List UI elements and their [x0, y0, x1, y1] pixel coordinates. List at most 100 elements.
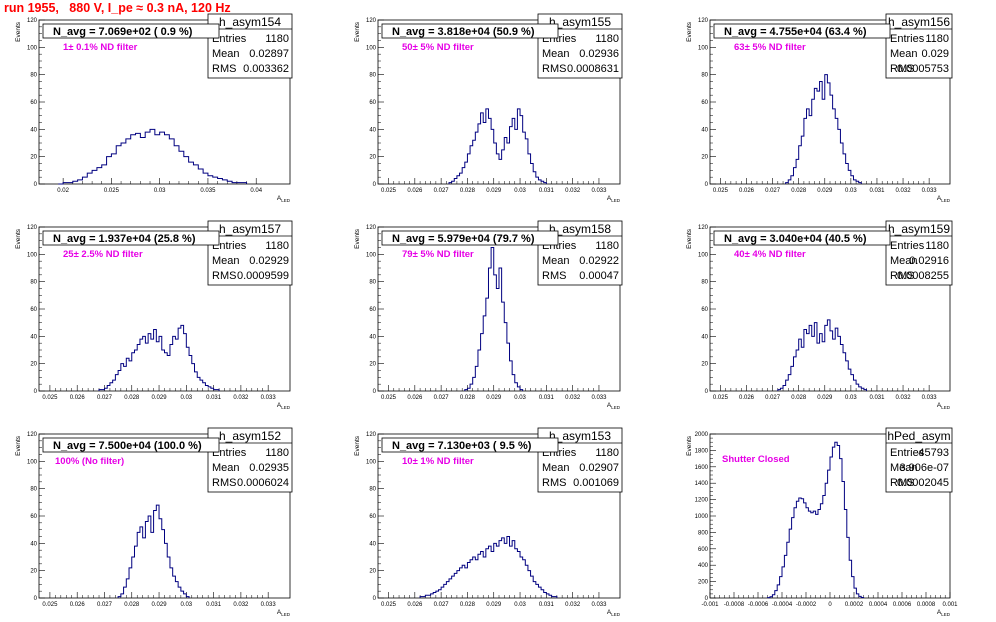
x-tick-label: 0.027 — [97, 395, 113, 401]
navg-annotation: N_avg = 4.755e+04 (63.4 %) — [724, 26, 867, 38]
x-tick-label: 0.026 — [739, 188, 755, 194]
y-tick-label: 200 — [698, 580, 709, 586]
stats-value-rms: 0.0008255 — [897, 270, 949, 282]
stats-hist-name: h_asym159 — [888, 222, 950, 236]
y-tick-label: 40 — [30, 127, 37, 133]
x-tick-label: -0.0006 — [748, 602, 769, 608]
filter-label: 63± 5% ND filter — [734, 42, 806, 53]
y-tick-label: 0 — [373, 389, 377, 395]
stats-label-mean: Mean — [890, 48, 918, 60]
y-tick-label: 60 — [701, 307, 708, 313]
y-tick-label: 1400 — [695, 481, 709, 487]
navg-box — [381, 230, 559, 246]
stats-value-entries: 1180 — [265, 447, 289, 459]
stats-label-entries: Entries — [212, 33, 247, 45]
x-tick-label: 0.028 — [791, 188, 807, 194]
y-tick-label: 40 — [369, 334, 376, 340]
stats-value-entries: 1180 — [265, 33, 289, 45]
y-tick-label: 1800 — [695, 448, 709, 454]
stats-value-entries: 1180 — [595, 33, 619, 45]
y-axis-label: Events — [686, 21, 693, 42]
y-tick-label: 80 — [369, 73, 376, 79]
stats-value-entries: 1180 — [925, 33, 949, 45]
x-tick-label: 0.001 — [942, 602, 958, 608]
stats-label-rms: RMS — [542, 270, 566, 282]
y-tick-label: 60 — [701, 100, 708, 106]
y-tick-label: 1200 — [695, 498, 709, 504]
x-tick-label: 0.028 — [791, 395, 807, 401]
y-tick-label: 40 — [30, 334, 37, 340]
filter-label: 40± 4% ND filter — [734, 249, 806, 260]
x-tick-label: 0.026 — [739, 395, 755, 401]
x-tick-label: 0.025 — [713, 395, 729, 401]
stats-label-rms: RMS — [890, 477, 914, 489]
panel-h_asym158: 0 20 40 60 80 100 120 0.025 0.026 0.027 0.028 0.029… — [354, 220, 623, 410]
y-tick-label: 0 — [373, 182, 377, 188]
stats-label-rms: RMS — [890, 63, 914, 75]
x-tick-label: 0.025 — [381, 395, 397, 401]
y-tick-label: 60 — [30, 100, 37, 106]
x-tick-label: 0.026 — [70, 395, 86, 401]
x-tick-label: 0.0008 — [917, 602, 936, 608]
x-tick-label: 0.027 — [434, 395, 450, 401]
stats-label-mean: Mean — [890, 462, 918, 474]
navg-annotation: N_avg = 1.937e+04 (25.8 %) — [53, 233, 196, 245]
y-tick-label: 20 — [30, 362, 37, 368]
stats-hist-name: h_asym154 — [219, 15, 281, 29]
stats-label-mean: Mean — [212, 255, 240, 267]
x-tick-label: 0.032 — [896, 395, 912, 401]
y-tick-label: 120 — [698, 225, 709, 231]
y-tick-label: 100 — [366, 459, 377, 465]
x-tick-label: 0.028 — [460, 188, 476, 194]
x-tick-label: -0.0002 — [796, 602, 817, 608]
stats-label-mean: Mean — [890, 255, 918, 267]
y-tick-label: 120 — [366, 225, 377, 231]
y-tick-label: 120 — [27, 225, 38, 231]
stats-value-mean: 0.02922 — [579, 255, 619, 267]
y-tick-label: 0 — [705, 596, 709, 602]
x-tick-label: 0.032 — [233, 602, 249, 608]
y-tick-label: 400 — [698, 563, 709, 569]
x-tick-label: 0.026 — [70, 602, 86, 608]
navg-annotation: N_avg = 5.979e+04 (79.7 %) — [392, 233, 535, 245]
filter-label: 50± 5% ND filter — [402, 42, 474, 53]
y-tick-label: 60 — [369, 100, 376, 106]
stats-label-mean: Mean — [212, 462, 240, 474]
y-tick-label: 0 — [705, 389, 709, 395]
y-tick-label: 120 — [366, 432, 377, 438]
x-tick-label: 0.03 — [845, 188, 857, 194]
filter-label: 10± 1% ND filter — [402, 456, 474, 467]
y-tick-label: 1000 — [695, 514, 709, 520]
x-tick-label: 0.033 — [922, 395, 938, 401]
y-tick-label: 40 — [369, 541, 376, 547]
x-tick-label: 0.03 — [514, 602, 526, 608]
histogram-line — [767, 441, 865, 599]
stats-value-rms: 0.0005753 — [897, 63, 949, 75]
x-tick-label: 0.027 — [434, 602, 450, 608]
y-tick-label: 800 — [698, 530, 709, 536]
x-tick-label: 0.0002 — [845, 602, 864, 608]
x-tick-label: 0.027 — [765, 395, 781, 401]
y-axis-label: Events — [686, 228, 693, 249]
y-tick-label: 40 — [701, 127, 708, 133]
x-tick-label: 0.02 — [57, 188, 69, 194]
x-tick-label: 0.029 — [817, 188, 833, 194]
y-tick-label: 0 — [34, 389, 38, 395]
stats-label-entries: Entries — [890, 447, 925, 459]
x-tick-label: 0.04 — [250, 188, 262, 194]
x-tick-label: 0.029 — [486, 395, 502, 401]
y-tick-label: 100 — [27, 252, 38, 258]
panel-h_asym153: 0 20 40 60 80 100 120 0.025 0.026 0.027 0.028 0.029… — [354, 427, 623, 617]
y-tick-label: 20 — [30, 569, 37, 575]
stats-value-mean: 0.02935 — [249, 462, 289, 474]
y-tick-label: 60 — [369, 307, 376, 313]
histogram-line — [58, 128, 248, 185]
x-axis-label: ALED — [277, 402, 291, 410]
stats-label-rms: RMS — [890, 270, 914, 282]
y-tick-label: 80 — [30, 73, 37, 79]
x-tick-label: 0.027 — [765, 188, 781, 194]
x-tick-label: 0.026 — [407, 188, 423, 194]
x-axis-label: ALED — [277, 195, 291, 203]
y-tick-label: 120 — [366, 18, 377, 24]
